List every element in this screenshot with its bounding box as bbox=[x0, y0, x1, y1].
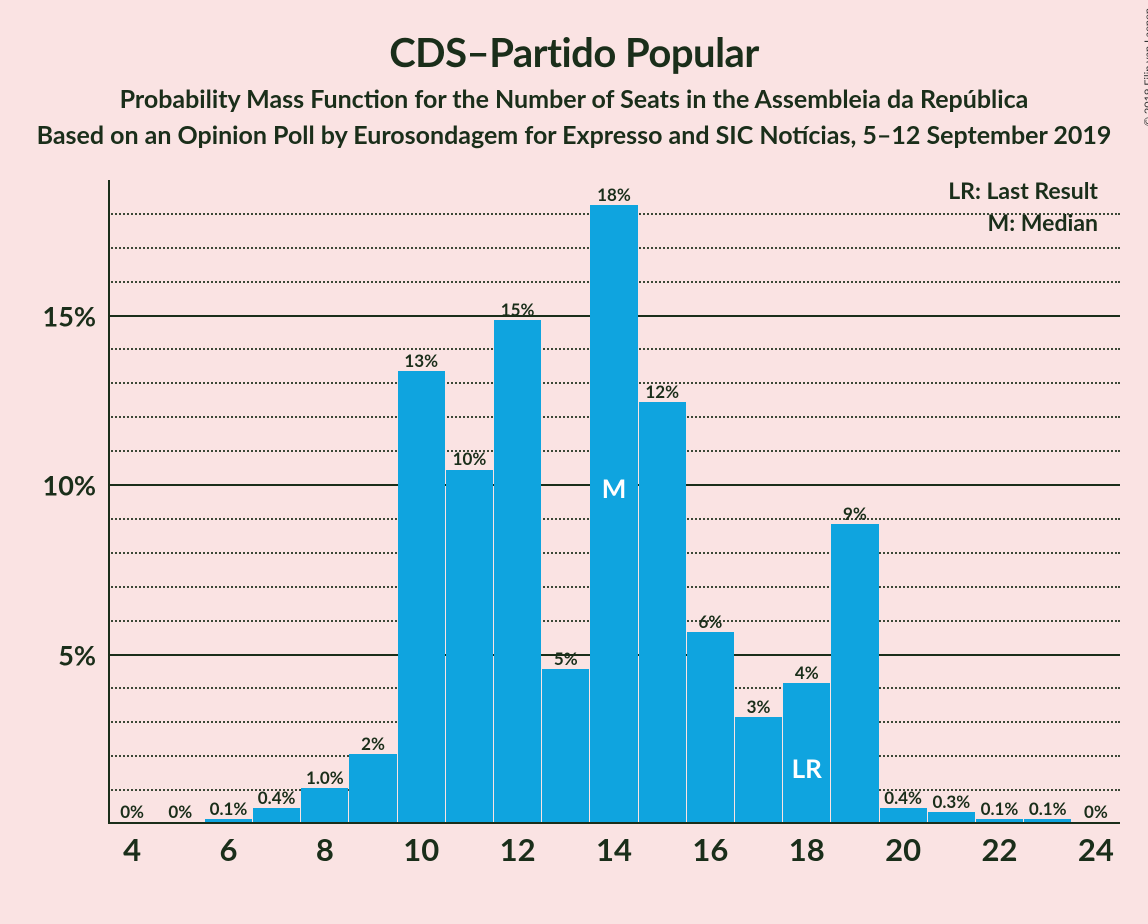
y-axis bbox=[108, 180, 110, 824]
bar-value-label: 3% bbox=[747, 696, 771, 717]
bar-value-label: 2% bbox=[361, 733, 385, 754]
bar-value-label: 15% bbox=[501, 299, 535, 320]
x-tick-label: 22 bbox=[982, 830, 1018, 868]
title-block: CDS–Partido Popular Probability Mass Fun… bbox=[0, 0, 1148, 150]
bar bbox=[253, 808, 300, 822]
page-title: CDS–Partido Popular bbox=[0, 28, 1148, 76]
median-marker: M bbox=[602, 472, 627, 504]
x-tick-label: 8 bbox=[316, 830, 334, 868]
bar bbox=[687, 632, 734, 822]
bar-value-label: 5% bbox=[554, 648, 578, 669]
x-tick-label: 14 bbox=[596, 830, 632, 868]
x-tick-label: 20 bbox=[885, 830, 921, 868]
last-result-marker: LR bbox=[792, 752, 822, 784]
bar bbox=[542, 669, 589, 822]
bar-value-label: 0% bbox=[168, 801, 192, 822]
x-tick-label: 6 bbox=[219, 830, 237, 868]
y-tick-label: 15% bbox=[43, 299, 96, 332]
bar bbox=[301, 788, 348, 822]
bar bbox=[831, 524, 878, 822]
bar-value-label: 0% bbox=[120, 801, 144, 822]
bar-value-label: 0.1% bbox=[210, 798, 248, 819]
bar bbox=[590, 205, 637, 822]
x-tick-label: 16 bbox=[692, 830, 728, 868]
bar-value-label: 0% bbox=[1084, 801, 1108, 822]
bar-value-label: 0.4% bbox=[884, 787, 922, 808]
bar bbox=[398, 371, 445, 822]
bar-value-label: 4% bbox=[795, 662, 819, 683]
x-tick-label: 4 bbox=[123, 830, 141, 868]
bar bbox=[639, 402, 686, 822]
subtitle: Probability Mass Function for the Number… bbox=[0, 84, 1148, 114]
bar-value-label: 10% bbox=[453, 448, 487, 469]
bar bbox=[349, 754, 396, 822]
bar bbox=[928, 812, 975, 822]
bar bbox=[446, 470, 493, 823]
bar bbox=[494, 320, 541, 822]
x-axis bbox=[108, 822, 1120, 824]
bar-value-label: 6% bbox=[698, 611, 722, 632]
bar-value-label: 0.3% bbox=[932, 791, 970, 812]
x-tick-label: 24 bbox=[1078, 830, 1114, 868]
bar-value-label: 0.1% bbox=[981, 798, 1019, 819]
y-tick-label: 10% bbox=[43, 469, 96, 502]
bar bbox=[735, 717, 782, 822]
bar bbox=[205, 819, 252, 822]
bar-value-label: 0.4% bbox=[258, 787, 296, 808]
x-tick-label: 10 bbox=[403, 830, 439, 868]
bar bbox=[880, 808, 927, 822]
x-tick-label: 18 bbox=[789, 830, 825, 868]
bar-value-label: 0.1% bbox=[1029, 798, 1067, 819]
pmf-chart: 5%10%15%0%0%0.1%0.4%1.0%2%13%10%15%5%18%… bbox=[108, 180, 1120, 824]
subsubtitle: Based on an Opinion Poll by Eurosondagem… bbox=[0, 120, 1148, 150]
x-tick-label: 12 bbox=[500, 830, 536, 868]
bar-value-label: 18% bbox=[597, 184, 631, 205]
bar-value-label: 13% bbox=[404, 350, 438, 371]
bar-value-label: 12% bbox=[645, 381, 679, 402]
bar-value-label: 1.0% bbox=[306, 767, 344, 788]
copyright: © 2019 Filip van Laenen bbox=[1142, 8, 1148, 126]
bar bbox=[1024, 819, 1071, 822]
y-tick-label: 5% bbox=[58, 638, 96, 671]
bar-value-label: 9% bbox=[843, 503, 867, 524]
bar bbox=[976, 819, 1023, 822]
